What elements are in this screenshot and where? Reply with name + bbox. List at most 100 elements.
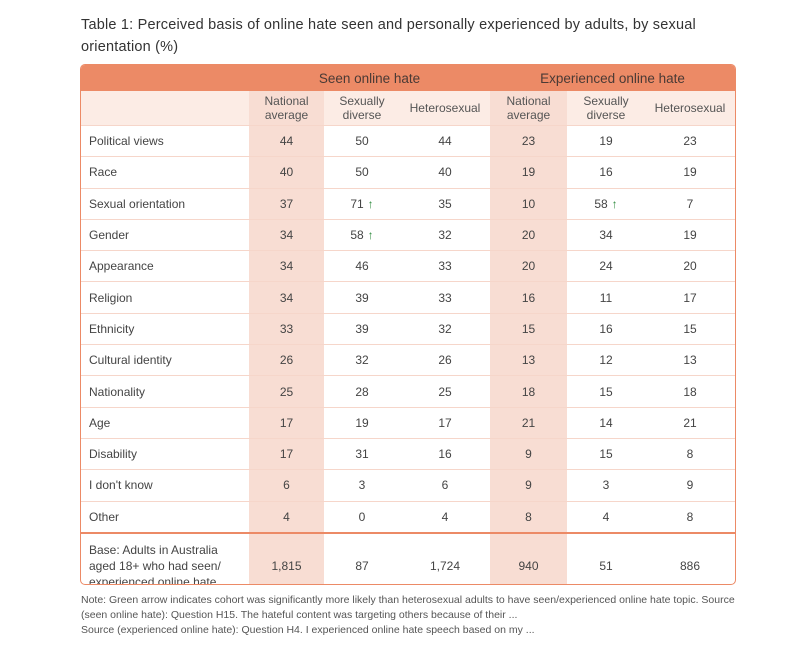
table-cell: 26 [249, 344, 324, 376]
row-label: Appearance [81, 250, 249, 282]
table-cell: 16 [490, 281, 567, 314]
cell-value: 15 [521, 321, 536, 336]
base-cell: 1,724 [400, 531, 490, 584]
cell-value: 33 [279, 321, 294, 336]
column-header: Sexually diverse [567, 91, 645, 126]
table-cell: 34 [567, 218, 645, 251]
cell-value: 50 [355, 134, 369, 149]
table-cell: 20 [490, 218, 567, 251]
table-cell: 34 [249, 218, 324, 251]
table-cell: 71 ↑ [324, 187, 400, 220]
cell-value: 34 [599, 228, 613, 243]
table-cell: 28 [324, 375, 400, 408]
green-up-arrow-icon: ↑ [367, 196, 374, 211]
cell-value: 18 [683, 384, 697, 399]
table-row: I don't know 6 3 6 9 3 9 [81, 469, 735, 502]
cell-value: 16 [438, 447, 452, 462]
green-up-arrow-icon: ↑ [611, 196, 618, 211]
table-cell: 32 [400, 312, 490, 345]
table-cell: 32 [324, 344, 400, 376]
column-header: National average [490, 91, 567, 126]
table-cell: 17 [249, 406, 324, 439]
table-cell: 7 [645, 187, 735, 220]
table-cell: 16 [400, 437, 490, 470]
table-cell: 9 [490, 437, 567, 470]
row-label: Ethnicity [81, 312, 249, 345]
cell-value: 9 [686, 478, 694, 493]
table-cell: 19 [567, 124, 645, 157]
table-row: Gender 34 58 ↑ 32 20 34 19 [81, 218, 735, 251]
table-cell: 31 [324, 437, 400, 470]
cell-value: 44 [438, 134, 452, 149]
table-cell: 33 [400, 250, 490, 282]
base-cell: 87 [324, 531, 400, 584]
cell-value: 15 [683, 321, 697, 336]
table-cell: 17 [645, 281, 735, 314]
cell-value: 37 [279, 196, 294, 211]
cell-value: 19 [683, 165, 697, 180]
base-row: Base: Adults in Australia aged 18+ who h… [81, 531, 735, 584]
table-cell: 20 [645, 250, 735, 282]
table-cell: 20 [490, 250, 567, 282]
column-header: National average [249, 91, 324, 126]
table-cell: 4 [400, 500, 490, 533]
cell-value: 23 [521, 134, 536, 149]
table-cell: 37 [249, 187, 324, 220]
column-header: Heterosexual [645, 91, 735, 126]
table-cell: 34 [249, 281, 324, 314]
table-cell: 39 [324, 312, 400, 345]
cell-value: 21 [521, 415, 536, 430]
note-line: Source (experienced online hate): Questi… [81, 624, 535, 636]
cell-value: 32 [438, 321, 452, 336]
cell-value: 26 [279, 353, 294, 368]
table-cell: 23 [490, 124, 567, 157]
table-cell: 4 [249, 500, 324, 533]
cell-value: 4 [441, 509, 449, 524]
table-cell: 8 [490, 500, 567, 533]
corner-cell [81, 91, 249, 126]
table-cell: 25 [400, 375, 490, 408]
table-row: Religion 34 39 33 16 11 17 [81, 281, 735, 314]
cell-value: 19 [683, 228, 697, 243]
table-cell: 15 [645, 312, 735, 345]
table-row: Political views 44 50 44 23 19 23 [81, 124, 735, 157]
cell-value: 0 [358, 509, 366, 524]
row-label: Political views [81, 124, 249, 157]
table-cell: 19 [645, 218, 735, 251]
table-cell: 8 [645, 437, 735, 470]
table-cell: 11 [567, 281, 645, 314]
row-label: Nationality [81, 375, 249, 408]
row-label: Cultural identity [81, 344, 249, 376]
cell-value: 71 [350, 196, 364, 211]
table-cell: 19 [490, 156, 567, 189]
row-label: I don't know [81, 469, 249, 502]
cell-value: 9 [525, 447, 532, 462]
table-cell: 13 [490, 344, 567, 376]
cell-value: 19 [355, 415, 369, 430]
table-note: Note: Green arrow indicates cohort was s… [81, 593, 761, 638]
cell-value: 32 [438, 228, 452, 243]
cell-value: 3 [358, 478, 366, 493]
table-cell: 58 ↑ [567, 187, 645, 220]
cell-value: 58 [350, 228, 364, 243]
table-cell: 14 [567, 406, 645, 439]
cell-value: 18 [521, 384, 536, 399]
table-cell: 18 [490, 375, 567, 408]
table-cell: 8 [645, 500, 735, 533]
table-cell: 40 [400, 156, 490, 189]
cell-value: 19 [521, 165, 536, 180]
cell-value: 34 [279, 290, 294, 305]
table-cell: 58 ↑ [324, 218, 400, 251]
table-cell: 17 [249, 437, 324, 470]
table-cell: 23 [645, 124, 735, 157]
table-cell: 32 [400, 218, 490, 251]
column-header: Sexually diverse [324, 91, 400, 126]
table-cell: 24 [567, 250, 645, 282]
cell-value: 15 [599, 384, 613, 399]
table-row: Race 40 50 40 19 16 19 [81, 156, 735, 189]
cell-value: 3 [602, 478, 610, 493]
row-label: Disability [81, 437, 249, 470]
cell-value: 40 [279, 165, 294, 180]
table-cell: 39 [324, 281, 400, 314]
cell-value: 33 [438, 259, 452, 274]
